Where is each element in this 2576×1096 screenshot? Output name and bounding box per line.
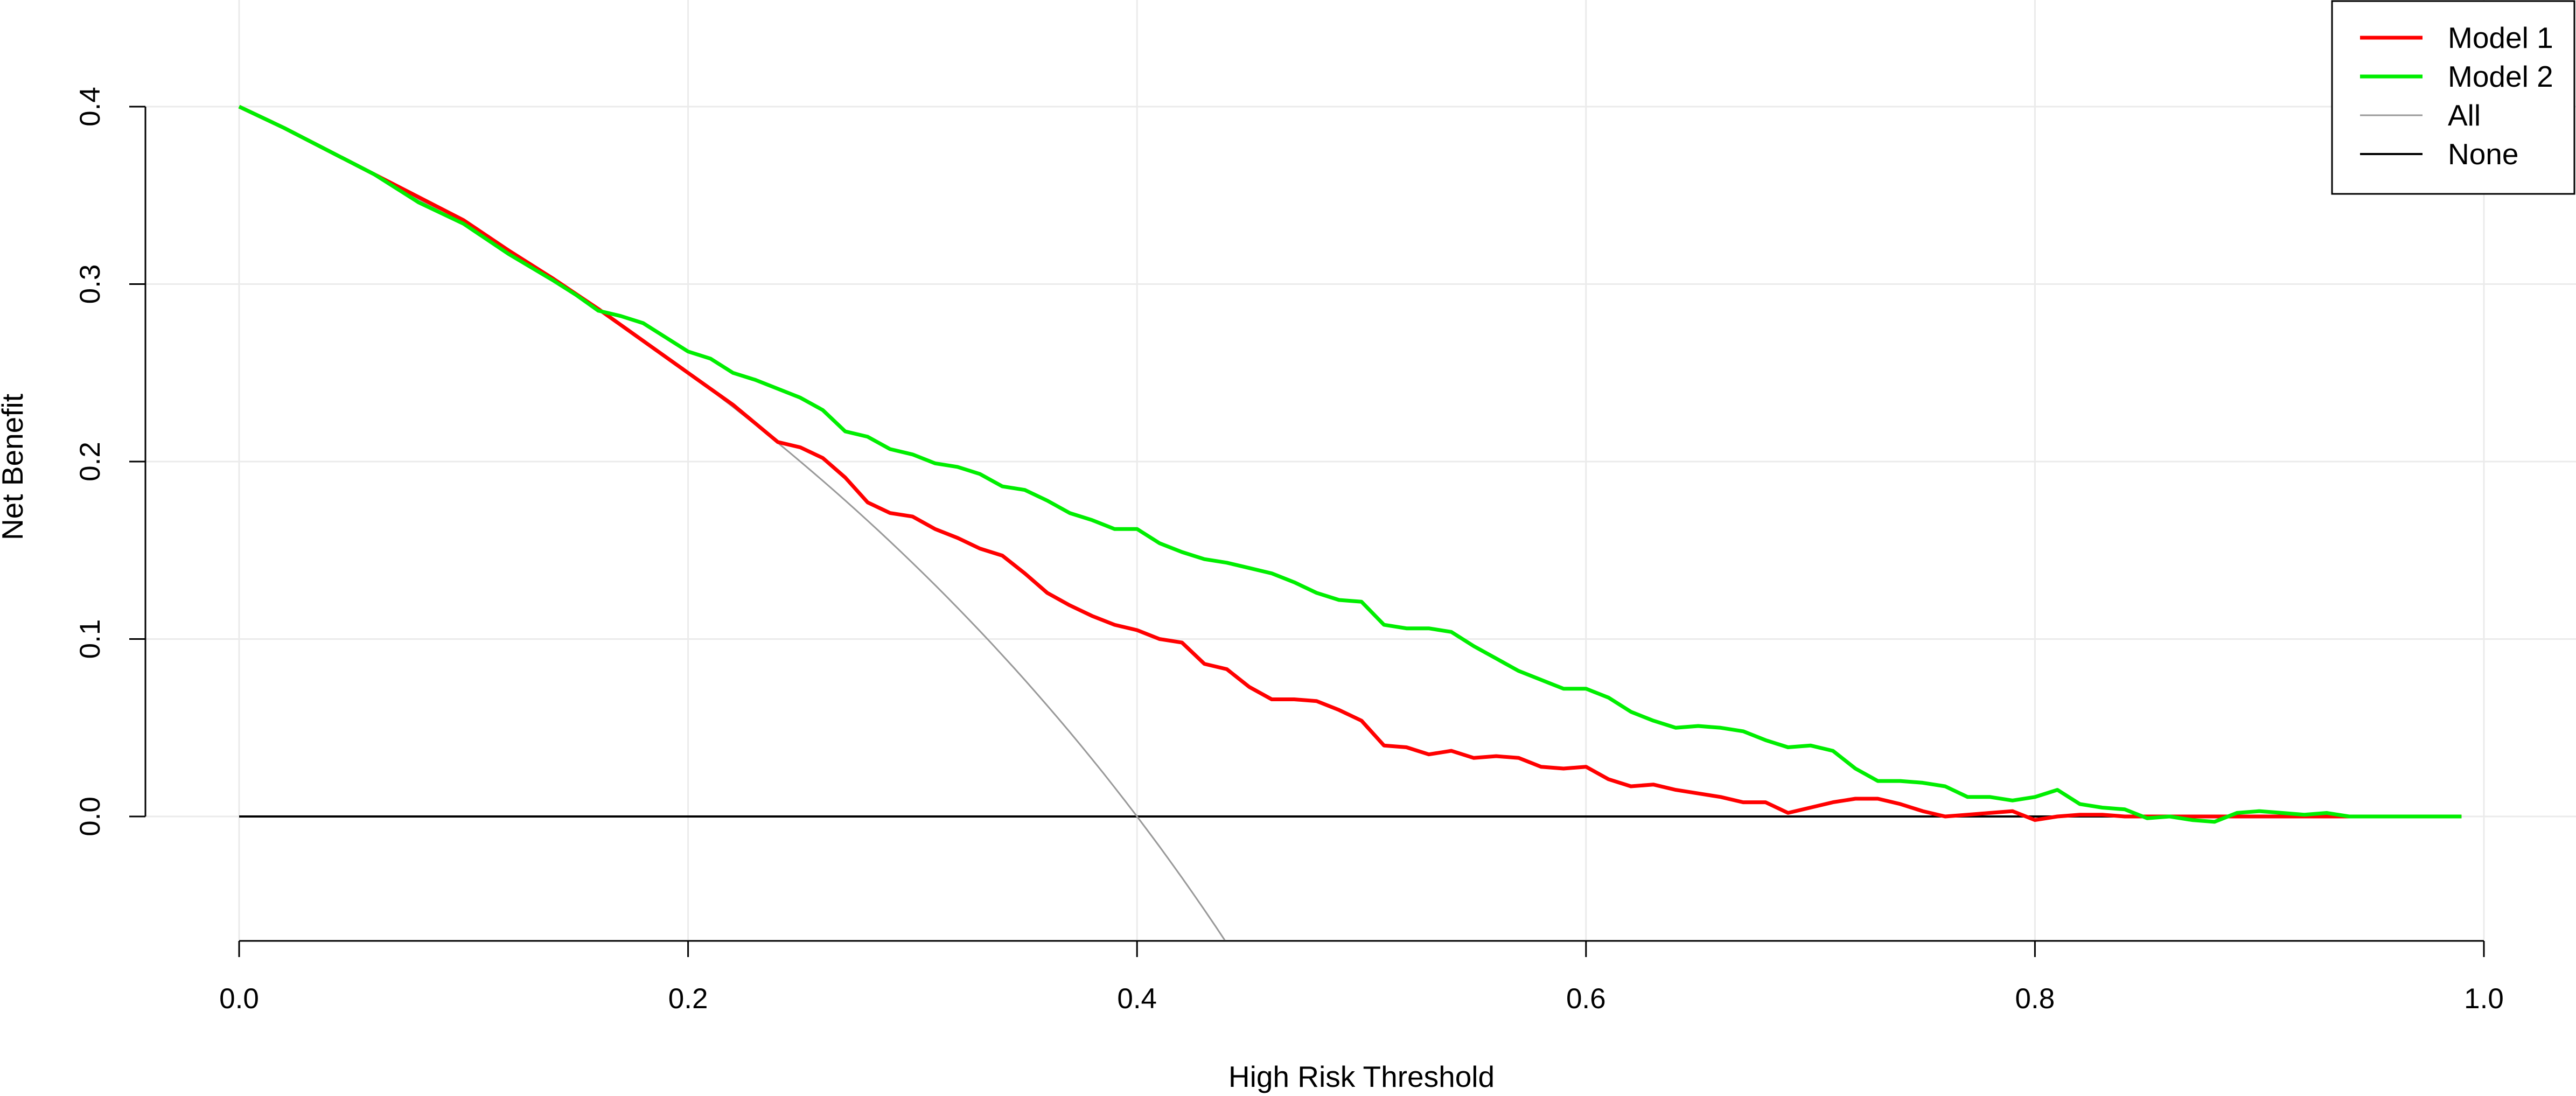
y-tick-label: 0.2 xyxy=(74,442,106,481)
series-line-all xyxy=(239,106,1226,940)
legend-label: Model 1 xyxy=(2448,21,2553,54)
series-lines xyxy=(238,104,2462,940)
x-tick-label: 0.0 xyxy=(219,983,259,1015)
legend-label: Model 2 xyxy=(2448,60,2553,93)
x-tick-label: 0.2 xyxy=(668,983,708,1015)
x-tick-label: 0.8 xyxy=(2015,983,2055,1015)
legend-box xyxy=(2331,0,2575,195)
y-axis-title: Net Benefit xyxy=(0,394,29,540)
series-line-model-1 xyxy=(238,104,2462,822)
y-tick-label: 0.3 xyxy=(74,264,106,304)
x-tick-label: 1.0 xyxy=(2464,983,2504,1015)
x-tick-label: 0.4 xyxy=(1117,983,1157,1015)
y-tick-label: 0.4 xyxy=(74,87,106,127)
axes: 0.0 0.2 0.4 0.6 0.8 1.0 0.0 0.1 0.2 0.3 0.4 xyxy=(74,87,2504,1015)
legend-label: All xyxy=(2448,99,2481,132)
x-tick-label: 0.6 xyxy=(1566,983,1606,1015)
gridlines xyxy=(145,0,2576,940)
legend: Model 1 Model 2 All None xyxy=(2331,0,2575,195)
legend-label: None xyxy=(2448,137,2518,171)
series-line-model-2 xyxy=(238,104,2462,824)
y-tick-label: 0.1 xyxy=(74,619,106,659)
y-tick-label: 0.0 xyxy=(74,797,106,836)
x-axis-title: High Risk Threshold xyxy=(1228,1060,1495,1093)
